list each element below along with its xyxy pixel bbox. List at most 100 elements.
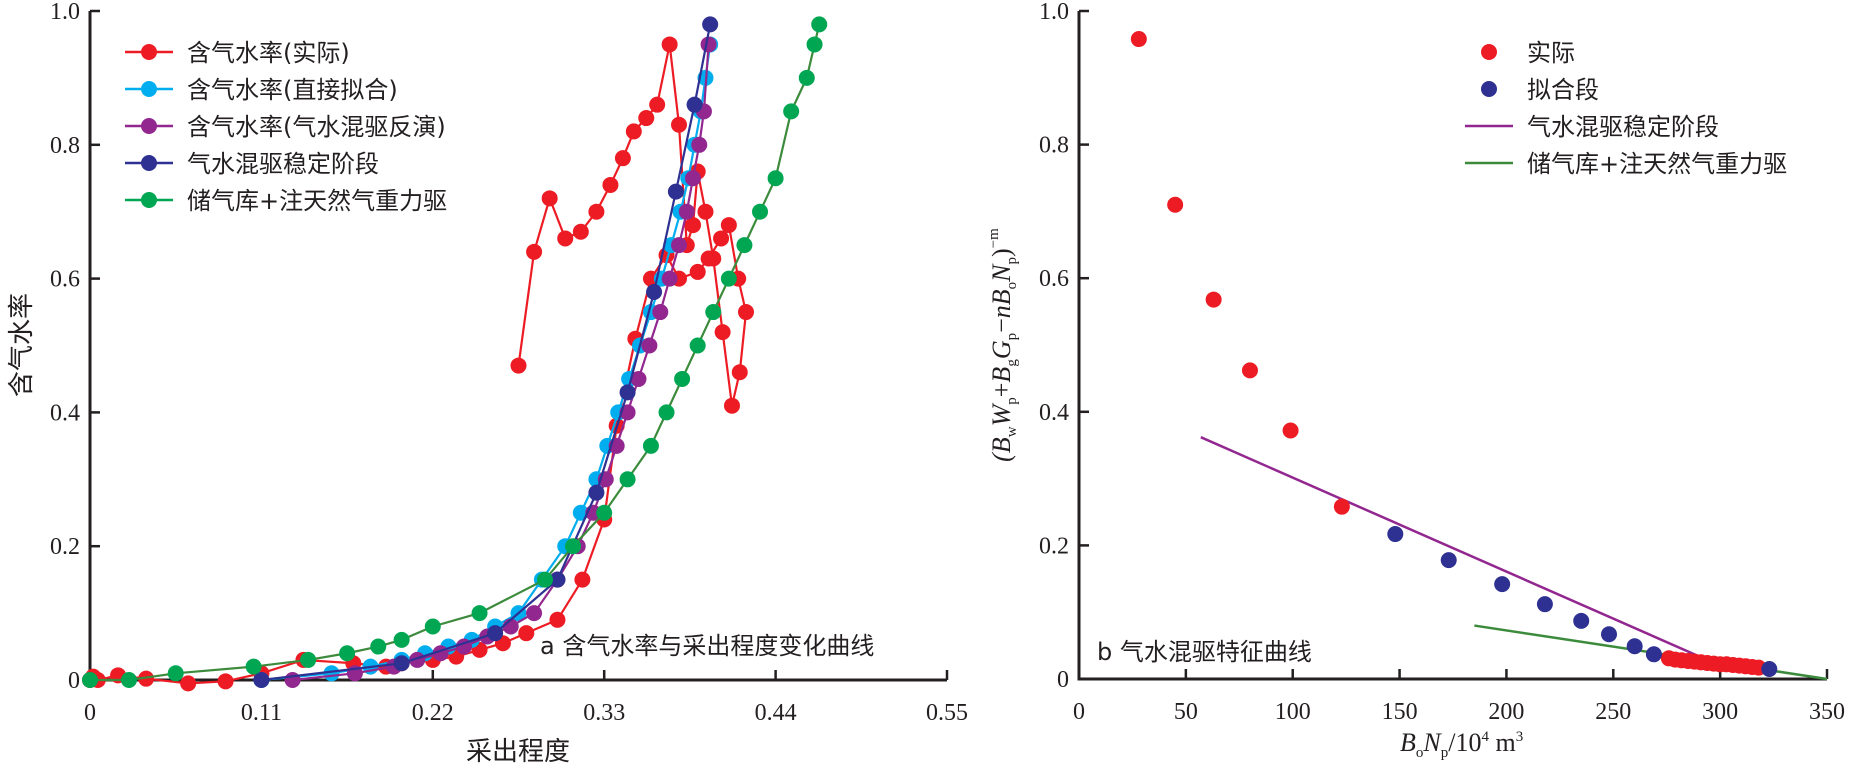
x-tick-label: 0: [1073, 699, 1085, 725]
data-point: [82, 672, 98, 688]
data-point: [752, 203, 769, 220]
left-x-axis-title: 采出程度: [466, 737, 570, 767]
y-tick-label: 0: [1057, 667, 1069, 693]
svg-text:(BwWp+BgGp−nBoNp)−m: (BwWp+BgGp−nBoNp)−m: [986, 228, 1020, 462]
data-point: [783, 103, 800, 120]
left-y-axis-title: 含气水率: [7, 293, 37, 397]
data-point: [510, 357, 527, 374]
x-tick-label: 0.33: [583, 700, 625, 726]
y-tick-label: 0: [68, 668, 80, 694]
data-point: [714, 324, 731, 341]
data-point: [674, 370, 691, 387]
data-point: [1167, 196, 1184, 213]
data-point: [471, 605, 488, 622]
series-4: [253, 16, 719, 688]
data-point: [705, 250, 722, 267]
data-point: [736, 237, 753, 254]
series-3: [1200, 436, 1721, 667]
data-point: [661, 36, 678, 53]
data-point: [339, 645, 356, 662]
data-point: [574, 571, 591, 588]
legend-label: 含气水率(直接拟合): [187, 76, 398, 104]
legend-marker: [1481, 44, 1497, 60]
legend-marker: [141, 44, 157, 60]
data-point: [167, 665, 184, 682]
legend-item: 储气库+注天然气重力驱: [125, 187, 447, 215]
left-annotation: a 含气水率与采出程度变化曲线: [540, 632, 874, 660]
data-point: [686, 96, 703, 113]
x-tick-label: 0.22: [412, 700, 454, 726]
x-tick-label: 250: [1595, 699, 1631, 725]
x-tick-label: 150: [1382, 699, 1418, 725]
x-tick-label: 200: [1488, 699, 1524, 725]
legend-item: 储气库+注天然气重力驱: [1465, 150, 1787, 178]
data-point: [180, 675, 197, 692]
data-point: [614, 150, 631, 167]
data-point: [670, 116, 687, 133]
legend-label: 气水混驱稳定阶段: [187, 150, 379, 178]
data-point: [641, 337, 658, 354]
legend-item: 实际: [1481, 39, 1575, 67]
data-point: [720, 270, 737, 287]
data-point: [737, 304, 754, 321]
legend-item: 气水混驱稳定阶段: [1465, 113, 1719, 141]
x-tick-label: 0: [84, 700, 96, 726]
legend-label: 含气水率(实际): [187, 39, 350, 67]
data-point: [549, 611, 566, 628]
series-line: [89, 44, 748, 685]
data-point: [588, 203, 605, 220]
y-tick-label: 0.4: [50, 400, 80, 426]
data-point: [245, 658, 262, 675]
y-tick-label: 0.6: [50, 267, 80, 293]
data-point: [549, 571, 566, 588]
legend-label: 气水混驱稳定阶段: [1527, 113, 1719, 141]
data-point: [646, 283, 663, 300]
data-point: [689, 263, 706, 280]
data-point: [667, 183, 684, 200]
data-point: [697, 203, 714, 220]
x-tick-label: 300: [1702, 699, 1738, 725]
x-tick-label: 0.55: [926, 700, 968, 726]
legend-marker: [141, 192, 157, 208]
data-point: [284, 672, 301, 688]
data-point: [689, 337, 706, 354]
data-point: [811, 16, 828, 33]
data-point: [705, 304, 722, 321]
data-point: [619, 471, 636, 488]
data-point: [572, 223, 589, 240]
data-point: [536, 571, 553, 588]
data-point: [642, 437, 659, 454]
scatter-2: [1387, 526, 1778, 677]
data-point: [720, 217, 737, 234]
legend-marker: [141, 118, 157, 134]
data-point: [678, 203, 695, 220]
legend-label: 储气库+注天然气重力驱: [187, 187, 447, 215]
legend: 含气水率(实际) 含气水率(直接拟合) 含气水率(气水混驱反演) 气水混驱稳定阶段储气…: [125, 39, 447, 215]
trend-line: [1200, 436, 1721, 667]
data-point: [798, 69, 815, 86]
data-point: [518, 625, 535, 642]
legend-label: 实际: [1527, 39, 1575, 67]
data-point: [1601, 626, 1618, 643]
x-tick-label: 0.44: [755, 700, 797, 726]
data-point: [1333, 498, 1350, 515]
y-tick-label: 0.4: [1039, 400, 1069, 426]
data-point: [217, 673, 234, 690]
x-tick-label: 50: [1174, 699, 1198, 725]
data-point: [658, 404, 675, 421]
data-point: [300, 651, 317, 668]
y-tick-label: 1.0: [50, 0, 80, 25]
legend-label: 拟合段: [1527, 76, 1599, 104]
series-5: [82, 16, 828, 688]
legend-item: 含气水率(实际): [125, 39, 350, 67]
data-point: [602, 176, 619, 193]
data-point: [588, 484, 605, 501]
right-annotation: b 气水混驱特征曲线: [1097, 638, 1312, 666]
data-point: [625, 123, 642, 140]
data-point: [424, 618, 441, 635]
data-point: [557, 230, 574, 247]
data-point: [700, 36, 717, 53]
legend-marker: [1481, 81, 1497, 97]
